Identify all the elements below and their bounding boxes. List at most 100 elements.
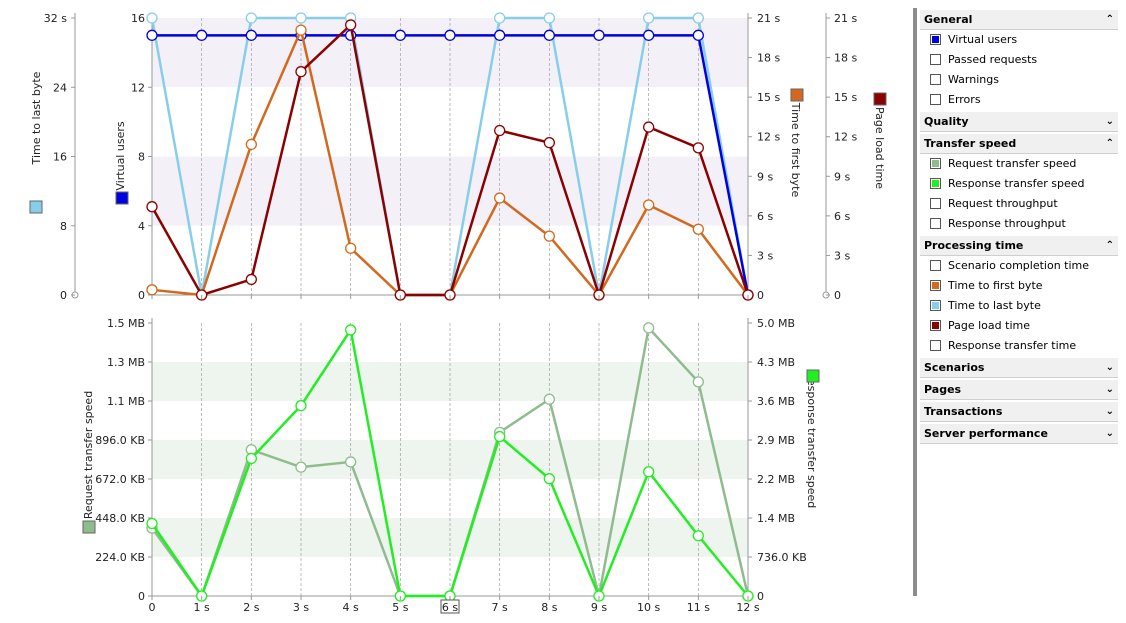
legend-swatch-left (115, 191, 129, 205)
metric-item-time-to-first-byte[interactable]: Time to first byte (920, 276, 1118, 296)
y-tick-label-outer-right: 18 s (834, 52, 857, 65)
metric-checkbox[interactable] (930, 218, 941, 229)
data-point-response-transfer-speed (345, 324, 357, 336)
metric-item-response-throughput[interactable]: Response throughput (920, 214, 1118, 234)
legend-swatch-right (790, 88, 804, 102)
metric-item-time-to-last-byte[interactable]: Time to last byte (920, 296, 1118, 316)
collapse-chevron-icon[interactable]: ⌃ (1105, 14, 1114, 25)
section-header-scenarios[interactable]: Scenarios ⌄ (920, 358, 1118, 378)
color-swatch (932, 322, 939, 329)
data-point-response-transfer-speed (643, 466, 655, 478)
data-point-request-transfer-speed (643, 322, 655, 334)
section-header-transfer-speed[interactable]: Transfer speed ⌃ (920, 134, 1118, 154)
metric-checkbox[interactable] (930, 280, 941, 291)
y-tick-label-right: 2.9 MB (757, 434, 795, 447)
metric-checkbox[interactable] (930, 178, 941, 189)
color-swatch (932, 302, 939, 309)
y-tick-label-outer-left: 24 (53, 81, 67, 94)
y-tick-label-left: 1.1 MB (107, 395, 145, 408)
y-tick-label-outer-right: 21 s (834, 12, 857, 25)
data-point-time-to-last-byte (295, 12, 307, 24)
section-title: Pages (924, 383, 962, 396)
y-tick-label-right: 3 s (757, 249, 773, 262)
data-point-time-to-first-byte (245, 138, 257, 151)
metric-item-page-load-time[interactable]: Page load time (920, 316, 1118, 336)
y-tick-label-right: 736.0 KB (757, 551, 807, 564)
metric-checkbox[interactable] (930, 158, 941, 169)
metric-item-errors[interactable]: Errors (920, 90, 1118, 110)
metric-checkbox[interactable] (930, 74, 941, 85)
data-point-request-transfer-speed (345, 456, 357, 468)
metric-checkbox[interactable] (930, 300, 941, 311)
data-point-response-transfer-speed (146, 517, 158, 530)
section-title: Transactions (924, 405, 1003, 418)
metric-checkbox[interactable] (930, 34, 941, 45)
color-swatch (932, 282, 939, 289)
metric-label: Warnings (948, 73, 999, 86)
data-point-time-to-first-byte (494, 192, 506, 204)
y-tick-label-outer-right: 9 s (834, 170, 850, 183)
data-point-time-to-first-byte (146, 284, 158, 296)
section-header-transactions[interactable]: Transactions ⌄ (920, 402, 1118, 422)
expand-chevron-icon[interactable]: ⌄ (1105, 428, 1114, 439)
metric-checkbox[interactable] (930, 340, 941, 351)
collapse-chevron-icon[interactable]: ⌃ (1105, 138, 1114, 149)
axis-title-page-load-time: Page load time (873, 107, 886, 189)
expand-chevron-icon[interactable]: ⌄ (1105, 362, 1114, 373)
y-tick-label-outer-right: 15 s (834, 91, 857, 104)
metric-label: Page load time (948, 319, 1030, 332)
metric-item-scenario-completion-time[interactable]: Scenario completion time (920, 256, 1118, 276)
section-header-pages[interactable]: Pages ⌄ (920, 380, 1118, 400)
y-tick-label-outer-right: 3 s (834, 249, 850, 262)
color-swatch (932, 160, 939, 167)
metric-item-response-transfer-time[interactable]: Response transfer time (920, 336, 1118, 356)
y-tick-label-outer-right: 12 s (834, 131, 857, 144)
data-point-virtual-users (593, 29, 605, 41)
data-point-virtual-users (444, 29, 456, 41)
x-tick-label: 6 s (442, 601, 458, 614)
x-tick-label: 3 s (293, 601, 309, 614)
data-point-virtual-users (692, 29, 704, 41)
metric-item-response-transfer-speed[interactable]: Response transfer speed (920, 174, 1118, 194)
expand-chevron-icon[interactable]: ⌄ (1105, 384, 1114, 395)
y-tick-label-right: 3.6 MB (757, 395, 795, 408)
data-point-virtual-users (196, 29, 208, 41)
section-header-quality[interactable]: Quality ⌄ (920, 112, 1118, 132)
x-tick-label: 2 s (243, 601, 259, 614)
metric-item-virtual-users[interactable]: Virtual users (920, 30, 1118, 50)
data-point-page-load-time (543, 136, 555, 149)
metric-item-passed-requests[interactable]: Passed requests (920, 50, 1118, 70)
section-header-general[interactable]: General ⌃ (920, 10, 1118, 30)
data-point-time-to-last-byte (643, 12, 655, 24)
sidebar-splitter[interactable] (913, 8, 917, 596)
section-header-server-performance[interactable]: Server performance ⌄ (920, 424, 1118, 444)
metric-item-request-throughput[interactable]: Request throughput (920, 194, 1118, 214)
y-tick-label-left: 224.0 KB (95, 551, 145, 564)
color-swatch (932, 180, 939, 187)
section-header-processing-time[interactable]: Processing time ⌃ (920, 236, 1118, 256)
legend-swatch-left (82, 520, 96, 534)
metric-checkbox[interactable] (930, 54, 941, 65)
metric-item-warnings[interactable]: Warnings (920, 70, 1118, 90)
metric-checkbox[interactable] (930, 94, 941, 105)
y-tick-label-right: 21 s (757, 12, 780, 25)
expand-chevron-icon[interactable]: ⌄ (1105, 116, 1114, 127)
metric-label: Request transfer speed (948, 157, 1077, 170)
axis-title-left: Virtual users (114, 121, 127, 190)
y-tick-label-left: 12 (131, 81, 145, 94)
y-tick-label-left: 4 (138, 220, 145, 233)
x-tick-label: 4 s (343, 601, 359, 614)
section-title: Quality (924, 115, 969, 128)
expand-chevron-icon[interactable]: ⌄ (1105, 406, 1114, 417)
metric-checkbox[interactable] (930, 260, 941, 271)
axis-title-left: Request transfer speed (82, 391, 95, 519)
data-point-page-load-time (692, 142, 704, 154)
x-tick-label: 11 s (687, 601, 710, 614)
metric-checkbox[interactable] (930, 198, 941, 209)
collapse-chevron-icon[interactable]: ⌃ (1105, 240, 1114, 251)
metric-checkbox[interactable] (930, 320, 941, 331)
metric-item-request-transfer-speed[interactable]: Request transfer speed (920, 154, 1118, 174)
data-point-response-transfer-speed (494, 430, 506, 443)
charts-area: 16 12 8 4 0 21 s 18 s 15 s 12 s 9 s 6 s 3 s 0 32 s 24 1… (29, 12, 887, 614)
y-tick-label-left: 1.3 MB (107, 356, 145, 369)
